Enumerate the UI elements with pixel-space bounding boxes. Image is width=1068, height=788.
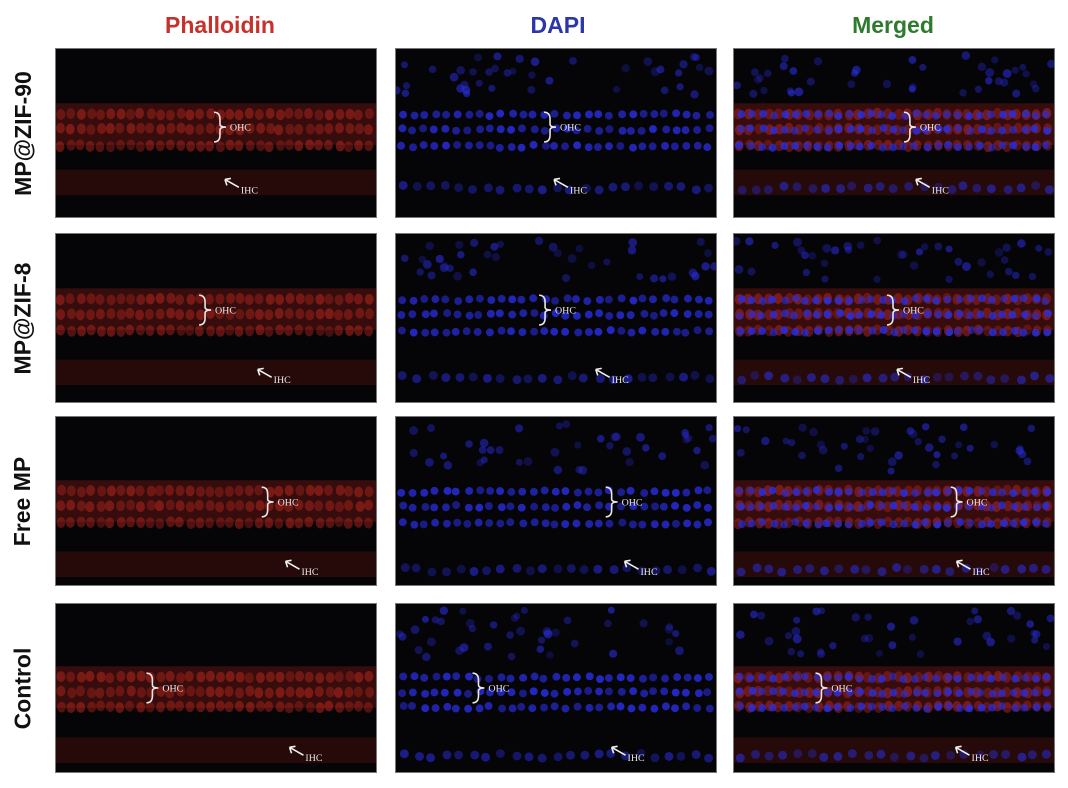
micrograph-image: OHC IHC — [56, 480, 376, 578]
micrograph-free-mp-dapi: OHC IHC — [395, 416, 717, 586]
ihc-label: IHC — [640, 567, 658, 578]
ohc-bracket — [950, 486, 963, 518]
ohc-label: OHC — [278, 497, 299, 508]
ohc-bracket — [199, 294, 212, 326]
row-label-control: Control — [0, 603, 46, 773]
micrograph-image: OHC IHC — [734, 236, 1054, 386]
ohc-bracket — [146, 672, 159, 704]
row-label-text: MP@ZIF-90 — [9, 70, 36, 196]
ohc-label: OHC — [560, 123, 581, 134]
ihc-label: IHC — [305, 753, 323, 764]
column-header-merged: Merged — [852, 12, 934, 38]
micrograph-image: OHC IHC — [396, 606, 714, 764]
micrograph-mp-zif-8-phalloidin: OHC IHC — [55, 233, 377, 403]
ohc-label: OHC — [555, 306, 576, 317]
ihc-label: IHC — [241, 185, 259, 196]
micrograph-image: OHC IHC — [56, 666, 376, 764]
ihc-arrow-icon — [553, 177, 569, 189]
ohc-label: OHC — [903, 306, 924, 317]
row-label-free-mp: Free MP — [0, 416, 46, 586]
ihc-arrow-icon — [915, 177, 931, 189]
micrograph-mp-zif-8-dapi: OHC IHC — [395, 233, 717, 403]
row-label-text: Free MP — [9, 456, 36, 546]
micrograph-free-mp-merged: OHC IHC — [733, 416, 1055, 586]
ihc-arrow-icon — [896, 367, 912, 378]
row-label-mp-zif-8: MP@ZIF-8 — [0, 233, 46, 403]
row-label-text: MP@ZIF-8 — [9, 262, 36, 374]
ihc-label: IHC — [932, 185, 950, 196]
ihc-label: IHC — [301, 567, 319, 578]
ihc-arrow-icon — [594, 367, 611, 378]
ohc-label: OHC — [920, 123, 941, 134]
ohc-label: OHC — [488, 683, 509, 694]
ohc-bracket — [213, 111, 226, 143]
micrograph-image: OHC IHC — [56, 288, 376, 386]
ihc-arrow-icon — [224, 177, 240, 189]
micrograph-mp-zif-8-merged: OHC IHC — [733, 233, 1055, 403]
micrograph-image: OHC IHC — [734, 606, 1054, 764]
ohc-label: OHC — [230, 123, 251, 134]
micrograph-image: OHC IHC — [734, 423, 1054, 578]
ihc-label: IHC — [612, 375, 630, 386]
ihc-label: IHC — [628, 753, 646, 764]
ihc-label: IHC — [973, 567, 991, 578]
ohc-bracket — [815, 672, 828, 704]
ihc-arrow-icon — [284, 559, 300, 570]
row-label-text: Control — [9, 647, 36, 729]
ihc-arrow-icon — [610, 745, 626, 756]
ihc-label: IHC — [913, 375, 931, 386]
micrograph-control-phalloidin: OHC IHC — [55, 603, 377, 773]
ihc-label: IHC — [972, 753, 990, 764]
ihc-arrow-icon — [954, 745, 970, 756]
ohc-label: OHC — [622, 497, 643, 508]
ohc-label: OHC — [215, 306, 236, 317]
ihc-arrow-icon — [623, 559, 639, 570]
ohc-bracket — [903, 111, 916, 143]
micrograph-control-dapi: OHC IHC — [395, 603, 717, 773]
column-header-dapi: DAPI — [530, 12, 586, 38]
micrograph-image: OHC IHC — [734, 51, 1054, 196]
ohc-bracket — [472, 672, 485, 704]
micrograph-control-merged: OHC IHC — [733, 603, 1055, 773]
ihc-label: IHC — [274, 375, 292, 386]
row-label-mp-zif-90: MP@ZIF-90 — [0, 48, 46, 218]
micrograph-free-mp-phalloidin: OHC IHC — [55, 416, 377, 586]
ohc-bracket — [886, 294, 899, 326]
ohc-label: OHC — [967, 497, 988, 508]
ohc-label: OHC — [162, 683, 183, 694]
ihc-label: IHC — [570, 185, 588, 196]
micrograph-image: OHC IHC — [397, 420, 716, 578]
micrograph-image: OHC IHC — [396, 52, 714, 196]
micrograph-mp-zif-90-merged: OHC IHC — [733, 48, 1055, 218]
ohc-label: OHC — [831, 683, 852, 694]
ihc-arrow-icon — [288, 745, 304, 756]
micrograph-mp-zif-90-phalloidin: OHC IHC — [55, 48, 377, 218]
column-header-phalloidin: Phalloidin — [165, 12, 275, 38]
ihc-arrow-icon — [256, 367, 273, 378]
micrograph-mp-zif-90-dapi: OHC IHC — [395, 48, 717, 218]
micrograph-image: OHC IHC — [397, 236, 716, 386]
micrograph-image: OHC IHC — [56, 103, 376, 196]
ohc-bracket — [261, 486, 274, 518]
ohc-bracket — [544, 111, 557, 143]
ihc-arrow-icon — [955, 559, 971, 570]
